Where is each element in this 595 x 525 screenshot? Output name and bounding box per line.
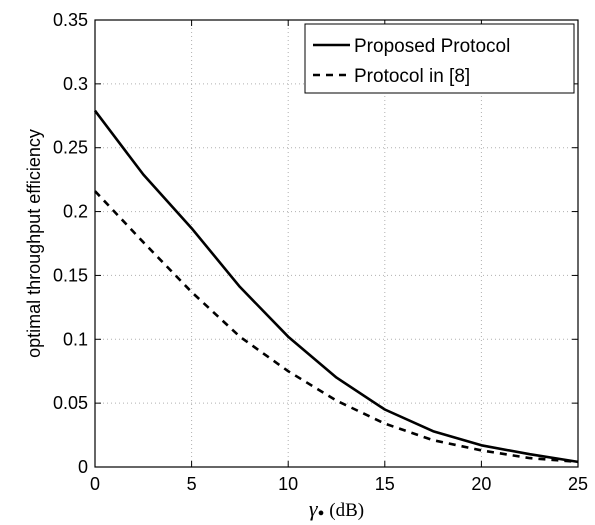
x-axis-label-unit: (dB) [325,500,365,521]
legend-label-protocol-8: Protocol in [8] [354,66,470,87]
x-axis-label-subscript: • [318,503,325,525]
y-tick-label: 0.15 [53,265,88,285]
y-tick-label: 0.35 [53,10,88,30]
tick-labels: 0 5 10 15 20 25 0 0.05 0.1 0.15 0.2 0.25 0.3 0.35 [53,10,588,494]
x-tick-label: 0 [90,474,100,494]
y-tick-label: 0 [78,457,88,477]
series-line-0 [93,109,579,464]
y-tick-label: 0.05 [53,393,88,413]
x-tick-label: 10 [278,474,298,494]
legend-box [304,23,575,94]
y-tick-label: 0.3 [63,74,88,94]
ticks [94,19,579,468]
plot-frame [94,19,579,468]
legend-label-proposed: Proposed Protocol [354,36,510,57]
x-axis-label: γ• (dB) [309,496,364,525]
plot-lines [93,109,579,464]
y-tick-label: 0.2 [63,202,88,222]
x-tick-label: 20 [471,474,491,494]
y-tick-label: 0.1 [63,329,88,349]
y-tick-label: 0.25 [53,138,88,158]
legend: Proposed Protocol Protocol in [8] [304,23,575,94]
x-tick-label: 25 [568,474,588,494]
x-tick-label: 5 [187,474,197,494]
y-axis-label: optimal throughput efficiency [24,129,44,358]
x-tick-label: 15 [375,474,395,494]
x-axis-label-symbol: γ [309,496,319,521]
